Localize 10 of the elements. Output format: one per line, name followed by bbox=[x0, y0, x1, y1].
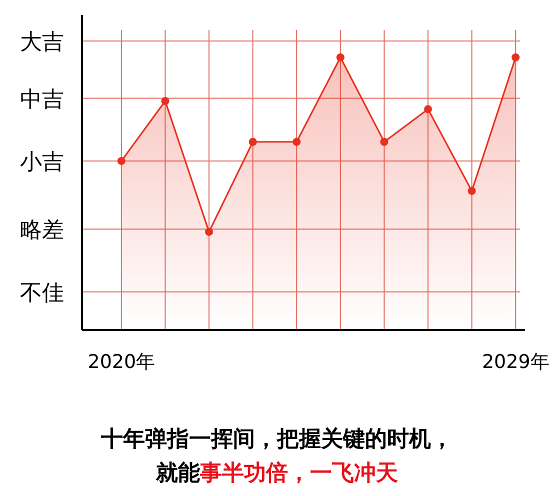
ref-line-label: 中吉 bbox=[20, 87, 64, 112]
text: 事半功倍，一飞冲天 bbox=[199, 461, 398, 486]
ref-line-label: 不佳 bbox=[20, 280, 64, 306]
text: 就能 bbox=[155, 461, 200, 486]
x-tick-label: 2029年 bbox=[482, 351, 550, 373]
ref-line-label: 小吉 bbox=[20, 150, 64, 175]
ref-line-label: 大吉 bbox=[20, 30, 64, 56]
ref-line-label: 略差 bbox=[20, 218, 64, 244]
text: 十年弹指一挥间，把握关键的时机， bbox=[100, 427, 453, 452]
x-tick-label: 2020年 bbox=[88, 351, 156, 373]
